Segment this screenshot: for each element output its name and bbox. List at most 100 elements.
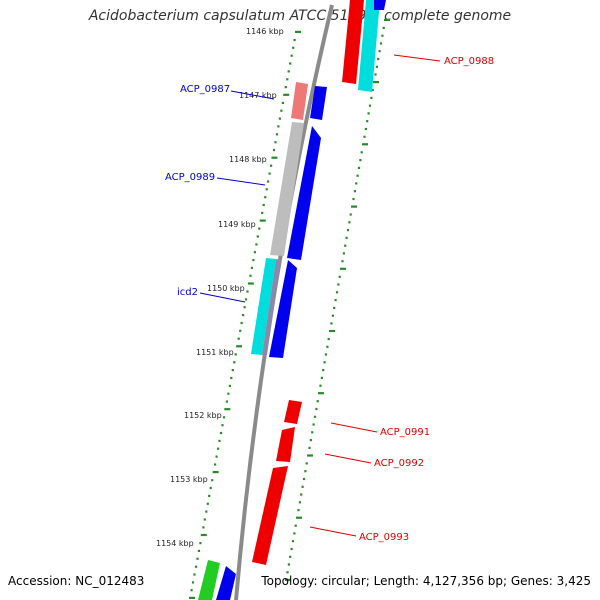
outer-tick-mark	[352, 197, 355, 201]
gene-arrow-blue-1[interactable]	[310, 86, 327, 120]
inner-tick-mark	[196, 557, 199, 560]
inner-tick-mark	[250, 266, 253, 269]
inner-tick-mark	[253, 251, 256, 254]
gene-arrow-green[interactable]	[198, 560, 220, 600]
outer-tick-mark	[315, 407, 318, 411]
outer-tick-mark	[326, 345, 329, 348]
inner-tick-mark	[236, 345, 243, 348]
outer-tick-mark	[322, 369, 325, 372]
outer-tick-mark	[311, 431, 314, 434]
outer-tick-mark	[338, 275, 341, 278]
inner-tick-mark	[234, 353, 237, 356]
inner-tick-mark	[270, 164, 273, 167]
tick-label-1151: 1151 kbp	[196, 348, 234, 357]
gene-label-acp0991[interactable]: ACP_0991	[380, 427, 430, 438]
inner-tick-mark	[289, 62, 292, 65]
gene-label-acp0992[interactable]: ACP_0992	[374, 458, 424, 469]
outer-tick-mark	[377, 57, 380, 61]
outer-tick-mark	[312, 423, 315, 426]
gene-arrow-red-top[interactable]	[342, 0, 364, 84]
gene-label-acp0987[interactable]: ACP_0987	[180, 84, 230, 95]
outer-tick-mark	[357, 166, 361, 169]
inner-tick-mark	[215, 455, 218, 458]
gene-arrow-cyan-top[interactable]	[358, 0, 380, 92]
gene-arrow-acp0992[interactable]	[276, 427, 295, 462]
gene-arrow-acp0993[interactable]	[252, 466, 288, 565]
leader-icd2	[199, 292, 246, 303]
inner-tick-mark	[193, 573, 196, 576]
inner-tick-mark	[290, 54, 293, 57]
gene-arrow-blue-top[interactable]	[374, 0, 386, 10]
inner-tick-mark	[243, 306, 246, 309]
gene-arrow-icd2-gray[interactable]	[262, 259, 281, 355]
inner-tick-mark	[252, 259, 255, 262]
outer-tick-mark	[307, 454, 313, 457]
inner-tick-mark	[212, 471, 219, 474]
outer-tick-mark	[373, 81, 379, 84]
outer-tick-mark	[364, 127, 367, 131]
outer-tick-mark	[298, 501, 301, 504]
tick-label-1152: 1152 kbp	[184, 411, 222, 420]
outer-tick-mark	[374, 73, 377, 76]
gene-arrow-blue-2[interactable]	[287, 126, 321, 260]
outer-tick-mark	[327, 337, 330, 341]
outer-tick-mark	[345, 236, 348, 239]
gene-label-acp0993[interactable]: ACP_0993	[359, 532, 409, 543]
outer-tick-mark	[330, 322, 333, 325]
inner-tick-mark	[267, 180, 270, 183]
outer-tick-mark	[379, 42, 383, 45]
outer-tick-mark	[318, 392, 324, 395]
gene-label-icd2[interactable]: icd2	[177, 287, 198, 298]
outer-tick-mark	[375, 65, 378, 68]
outer-tick-mark	[367, 112, 370, 115]
inner-tick-mark	[295, 30, 301, 33]
outer-tick-mark	[341, 260, 344, 263]
outer-tick-mark	[286, 571, 289, 574]
inner-tick-mark	[286, 78, 289, 81]
gene-arrow-icd2-cyan[interactable]	[251, 258, 276, 355]
outer-tick-mark	[348, 221, 351, 224]
gene-arrow-acp0987[interactable]	[291, 82, 308, 120]
outer-tick-mark	[363, 135, 366, 138]
leader-acp0988	[393, 54, 441, 62]
gene-arrow-acp0991[interactable]	[284, 400, 302, 424]
leader-acp0993	[309, 526, 357, 537]
outer-tick-mark	[300, 493, 303, 496]
inner-tick-mark	[268, 172, 271, 175]
inner-tick-mark	[281, 101, 284, 104]
inner-tick-mark	[191, 581, 195, 584]
gene-label-acp0989[interactable]: ACP_0989	[165, 172, 215, 183]
inner-tick-mark	[231, 369, 234, 372]
outer-tick-mark	[323, 361, 326, 364]
outer-tick-mark	[293, 532, 296, 535]
inner-tick-mark	[256, 235, 259, 238]
inner-tick-mark	[284, 86, 287, 89]
inner-tick-mark	[264, 196, 267, 199]
inner-tick-mark	[214, 463, 217, 466]
inner-tick-mark	[194, 565, 198, 568]
inner-tick-mark	[271, 156, 278, 159]
inner-tick-mark	[280, 109, 283, 112]
outer-tick-mark	[305, 462, 308, 465]
inner-tick-mark	[219, 431, 223, 435]
inner-tick-mark	[225, 400, 228, 403]
inner-tick-mark	[202, 526, 205, 529]
outer-tick-mark	[371, 89, 374, 92]
gene-arrow-acp0989[interactable]	[270, 122, 304, 256]
gene-label-acp0988[interactable]: ACP_0988	[444, 56, 494, 67]
inner-tick-mark	[255, 243, 258, 246]
outer-tick-mark	[340, 267, 346, 270]
outer-tick-mark	[285, 578, 291, 581]
outer-tick-mark	[297, 509, 300, 512]
inner-tick-mark	[197, 549, 200, 552]
outer-tick-mark	[329, 329, 335, 333]
outer-tick-mark	[381, 34, 384, 37]
gene-arrow-blue-3[interactable]	[269, 260, 297, 358]
outer-tick-mark	[294, 524, 297, 527]
inner-tick-mark	[211, 479, 214, 482]
inner-tick-mark	[292, 46, 295, 49]
gene-arrow-blue-4[interactable]	[216, 566, 236, 600]
inner-tick-mark	[244, 298, 248, 301]
outer-tick-dots	[285, 18, 390, 581]
inner-tick-mark	[293, 38, 296, 42]
